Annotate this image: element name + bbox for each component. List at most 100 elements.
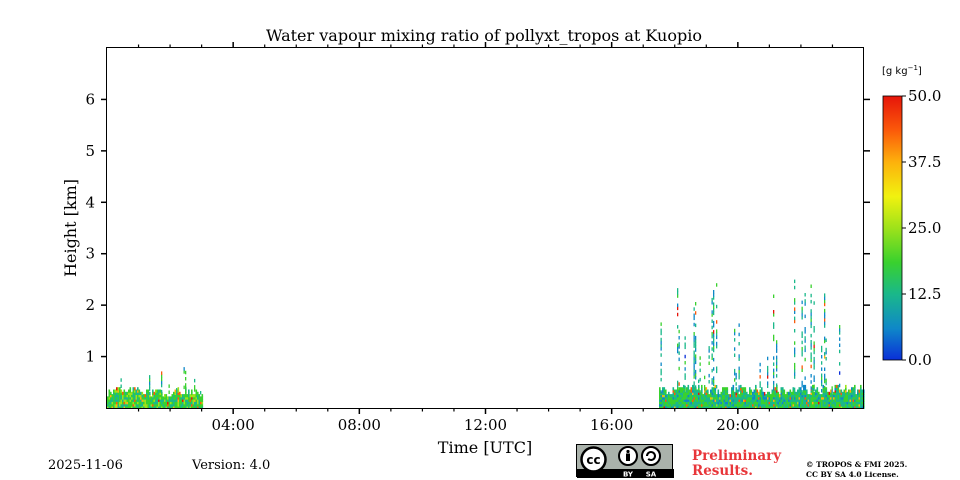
data-cell xyxy=(144,401,147,405)
data-cell xyxy=(786,401,789,405)
data-cell xyxy=(834,394,837,398)
data-cell xyxy=(119,391,121,395)
data-cell xyxy=(746,391,748,395)
data-cell xyxy=(758,403,760,407)
data-cell xyxy=(723,403,726,407)
data-cell xyxy=(851,387,853,391)
data-cell xyxy=(752,394,754,398)
data-cell xyxy=(123,398,126,402)
data-cell xyxy=(126,391,129,395)
data-cell xyxy=(761,396,763,400)
data-cell xyxy=(840,398,843,402)
data-cell xyxy=(773,387,775,391)
data-cell xyxy=(714,405,717,409)
data-cell xyxy=(120,391,123,395)
data-cell xyxy=(749,389,751,393)
data-cell xyxy=(854,389,856,393)
data-cell xyxy=(783,403,786,407)
data-segment-1 xyxy=(107,367,204,409)
data-cell xyxy=(843,405,846,409)
data-cell xyxy=(720,405,723,409)
data-cell xyxy=(746,394,748,398)
data-cell xyxy=(161,377,163,382)
data-cell xyxy=(672,398,675,402)
data-cell xyxy=(119,398,121,402)
data-cell xyxy=(723,396,726,400)
data-cell xyxy=(749,405,751,409)
data-cell xyxy=(149,396,151,400)
data-cell xyxy=(152,405,154,409)
data-cell xyxy=(755,401,757,405)
data-cell xyxy=(179,396,181,400)
data-cell xyxy=(137,394,139,398)
data-cell xyxy=(776,394,778,398)
data-cell xyxy=(773,391,775,395)
data-cell xyxy=(827,394,829,398)
data-cell xyxy=(162,401,165,405)
data-cell xyxy=(816,391,819,395)
data-cell xyxy=(158,403,160,407)
data-cell xyxy=(735,405,738,409)
data-cell xyxy=(855,403,858,407)
data-cell xyxy=(758,398,760,402)
data-cell xyxy=(108,401,111,405)
data-cell xyxy=(713,290,715,294)
data-cell xyxy=(194,388,196,392)
data-cell xyxy=(698,401,700,405)
data-cell xyxy=(824,339,826,344)
data-cell xyxy=(714,394,717,398)
data-cell xyxy=(119,396,121,400)
data-cell xyxy=(797,391,799,395)
data-cell xyxy=(197,396,199,400)
data-cell xyxy=(720,391,723,395)
data-cell xyxy=(738,372,740,377)
data-cell xyxy=(831,386,833,390)
colorbar-tick-label: 25.0 xyxy=(908,219,941,237)
data-cell xyxy=(168,390,170,394)
data-cell xyxy=(806,403,808,407)
data-cell xyxy=(797,389,799,393)
data-cell xyxy=(795,394,798,398)
data-cell xyxy=(683,389,685,393)
data-cell xyxy=(860,391,862,395)
data-cell xyxy=(677,349,679,354)
data-cell xyxy=(669,403,672,407)
data-cell xyxy=(813,396,816,400)
data-cell xyxy=(767,391,769,395)
data-cell xyxy=(683,384,685,389)
data-cell xyxy=(801,340,803,345)
data-cell xyxy=(803,394,805,398)
data-cell xyxy=(761,387,763,391)
data-cell xyxy=(824,296,826,300)
data-cell xyxy=(167,396,169,400)
data-cell xyxy=(729,405,732,409)
data-cell xyxy=(177,398,180,402)
data-cell xyxy=(684,394,687,398)
data-cell xyxy=(191,396,193,400)
data-cell xyxy=(741,401,744,405)
data-cell xyxy=(860,396,862,400)
data-cell xyxy=(768,396,771,400)
data-cell xyxy=(171,405,174,409)
data-cell xyxy=(671,401,673,405)
data-cell xyxy=(663,398,666,402)
data-cell xyxy=(161,405,163,409)
data-cell xyxy=(716,401,718,405)
data-cell xyxy=(680,403,682,407)
data-cell xyxy=(156,403,159,407)
data-cell xyxy=(125,396,127,400)
data-cell xyxy=(675,401,678,405)
data-cell xyxy=(677,306,679,311)
heatmap-data xyxy=(107,279,865,409)
data-cell xyxy=(695,403,697,407)
data-cell xyxy=(822,389,825,393)
data-cell xyxy=(185,394,187,398)
copyright-line-1: © TROPOS & FMI 2025. xyxy=(806,460,908,469)
data-cell xyxy=(785,401,787,405)
data-cell xyxy=(122,403,124,407)
data-cell xyxy=(711,297,713,302)
data-cell xyxy=(735,401,738,405)
data-cell xyxy=(716,344,718,349)
data-cell xyxy=(707,396,709,400)
data-cell xyxy=(200,398,202,402)
